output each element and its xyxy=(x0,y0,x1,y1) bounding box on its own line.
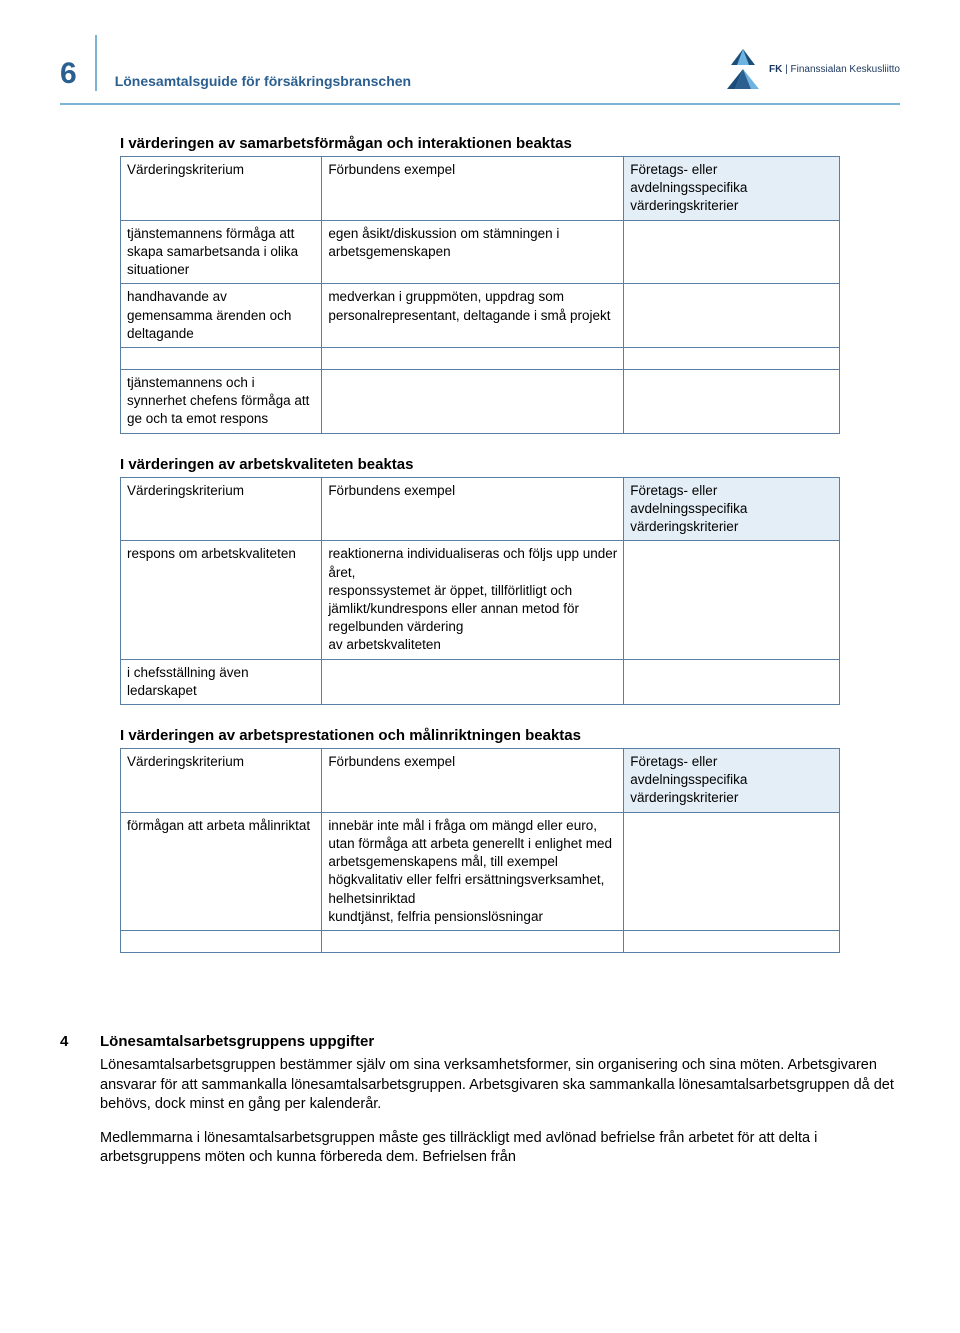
table-header-row: Värderingskriterium Förbundens exempel F… xyxy=(121,749,840,813)
col-header: Företags- eller avdelningsspecifika värd… xyxy=(624,157,840,221)
doc-title: Lönesamtalsguide för försäkringsbransche… xyxy=(115,73,411,91)
logo-prefix: FK xyxy=(769,64,782,75)
header-left: 6 Lönesamtalsguide för försäkringsbransc… xyxy=(60,35,411,91)
header-divider xyxy=(95,35,97,91)
page-header: 6 Lönesamtalsguide för försäkringsbransc… xyxy=(0,0,960,103)
cell: tjänstemannens förmåga att skapa samarbe… xyxy=(121,220,322,284)
section4-number: 4 xyxy=(60,1033,82,1050)
cell: medverkan i gruppmöten, uppdrag som pers… xyxy=(322,284,624,348)
cell xyxy=(322,659,624,704)
cell: tjänstemannens och i synnerhet chefens f… xyxy=(121,369,322,433)
cell xyxy=(624,812,840,930)
cell: handhavande av gemensamma ärenden och de… xyxy=(121,284,322,348)
col-header: Värderingskriterium xyxy=(121,749,322,813)
cell xyxy=(624,284,840,348)
section3-title: I värderingen av arbetsprestationen och … xyxy=(120,727,840,744)
cell xyxy=(121,347,322,369)
col-header: Värderingskriterium xyxy=(121,157,322,221)
cell xyxy=(322,347,624,369)
table-row: handhavande av gemensamma ärenden och de… xyxy=(121,284,840,348)
col-header: Värderingskriterium xyxy=(121,477,322,541)
logo-icon xyxy=(725,47,761,91)
col-header: Förbundens exempel xyxy=(322,477,624,541)
cell xyxy=(624,220,840,284)
table-header-row: Värderingskriterium Förbundens exempel F… xyxy=(121,477,840,541)
cell: förmågan att arbeta målinriktat xyxy=(121,812,322,930)
section3-table: Värderingskriterium Förbundens exempel F… xyxy=(120,748,840,953)
cell xyxy=(624,369,840,433)
logo-label: Finanssialan Keskusliitto xyxy=(791,64,901,75)
cell: egen åsikt/diskussion om stämningen i ar… xyxy=(322,220,624,284)
table-row: respons om arbetskvaliteten reaktionerna… xyxy=(121,541,840,659)
table-row: tjänstemannens förmåga att skapa samarbe… xyxy=(121,220,840,284)
col-header: Företags- eller avdelningsspecifika värd… xyxy=(624,749,840,813)
table-row: i chefsställning även ledarskapet xyxy=(121,659,840,704)
col-header: Förbundens exempel xyxy=(322,749,624,813)
section4-body: Lönesamtalsarbetsgruppens uppgifter Löne… xyxy=(100,1033,900,1182)
section1-table: Värderingskriterium Förbundens exempel F… xyxy=(120,156,840,434)
table-row: tjänstemannens och i synnerhet chefens f… xyxy=(121,369,840,433)
section4-title: Lönesamtalsarbetsgruppens uppgifter xyxy=(100,1033,900,1050)
cell xyxy=(624,659,840,704)
section4-para1: Lönesamtalsarbetsgruppen bestämmer själv… xyxy=(100,1056,900,1115)
table-row: förmågan att arbeta målinriktat innebär … xyxy=(121,812,840,930)
cell xyxy=(624,541,840,659)
cell xyxy=(624,347,840,369)
section4-para2: Medlemmarna i lönesamtalsarbetsgruppen m… xyxy=(100,1129,900,1168)
cell xyxy=(121,931,322,953)
table-spacer-row xyxy=(121,347,840,369)
table-spacer-row xyxy=(121,931,840,953)
cell xyxy=(322,369,624,433)
logo-text: FK | Finanssialan Keskusliitto xyxy=(769,64,900,75)
table-header-row: Värderingskriterium Förbundens exempel F… xyxy=(121,157,840,221)
page-number: 6 xyxy=(60,57,77,91)
col-header: Företags- eller avdelningsspecifika värd… xyxy=(624,477,840,541)
section4: 4 Lönesamtalsarbetsgruppens uppgifter Lö… xyxy=(0,1033,960,1182)
cell xyxy=(322,931,624,953)
cell: innebär inte mål i fråga om mängd eller … xyxy=(322,812,624,930)
section1-title: I värderingen av samarbetsförmågan och i… xyxy=(120,135,840,152)
cell: respons om arbetskvaliteten xyxy=(121,541,322,659)
cell xyxy=(624,931,840,953)
logo-block: FK | Finanssialan Keskusliitto xyxy=(725,47,900,91)
cell: reaktionerna individualiseras och följs … xyxy=(322,541,624,659)
section2-table: Värderingskriterium Förbundens exempel F… xyxy=(120,477,840,705)
cell: i chefsställning även ledarskapet xyxy=(121,659,322,704)
section2-title: I värderingen av arbetskvaliteten beakta… xyxy=(120,456,840,473)
col-header: Förbundens exempel xyxy=(322,157,624,221)
header-rule xyxy=(60,103,900,105)
content: I värderingen av samarbetsförmågan och i… xyxy=(0,135,960,993)
